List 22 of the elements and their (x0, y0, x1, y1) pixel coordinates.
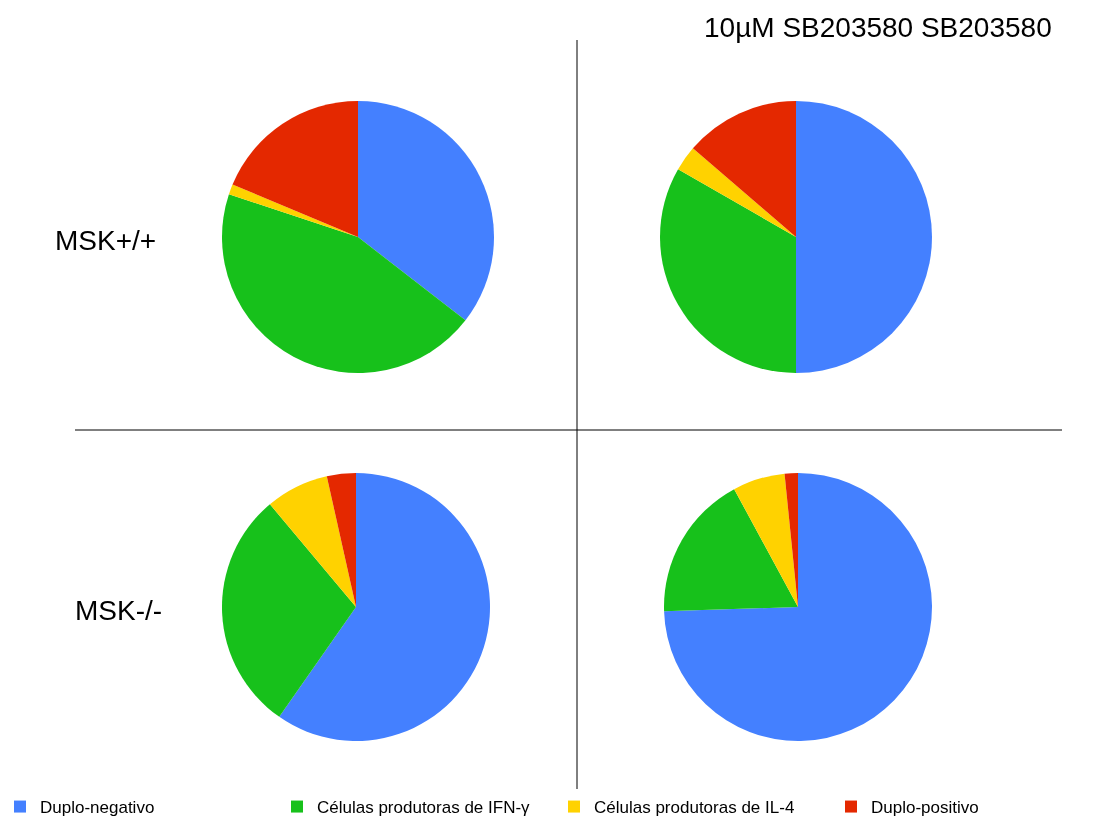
legend-label: Duplo-positivo (871, 798, 979, 818)
chart-title: 10µM SB203580 SB203580 (704, 12, 1052, 43)
pie-slice (664, 473, 932, 741)
legend-label: Células produtoras de IL-4 (594, 798, 795, 818)
text: MSK+/+ (55, 225, 157, 256)
pie-slice (279, 473, 490, 741)
pie-slice (358, 101, 494, 321)
pie-slice (660, 169, 796, 373)
pie-slice (222, 194, 466, 373)
pie-slice (796, 101, 932, 373)
pie-slice (664, 489, 798, 612)
pie-slice (232, 101, 358, 237)
legend-label: Duplo-negativo (40, 798, 155, 818)
pie-slice (228, 184, 358, 237)
pie-slice (678, 148, 796, 237)
pie-slice (269, 476, 356, 607)
pie-slice (692, 101, 796, 237)
pie-slice (222, 504, 356, 717)
pie-slice (326, 473, 356, 607)
legend-label: Células produtoras de IFN-γ (317, 798, 531, 818)
text: MSK-/- (75, 595, 163, 626)
pie-slice (734, 473, 798, 607)
